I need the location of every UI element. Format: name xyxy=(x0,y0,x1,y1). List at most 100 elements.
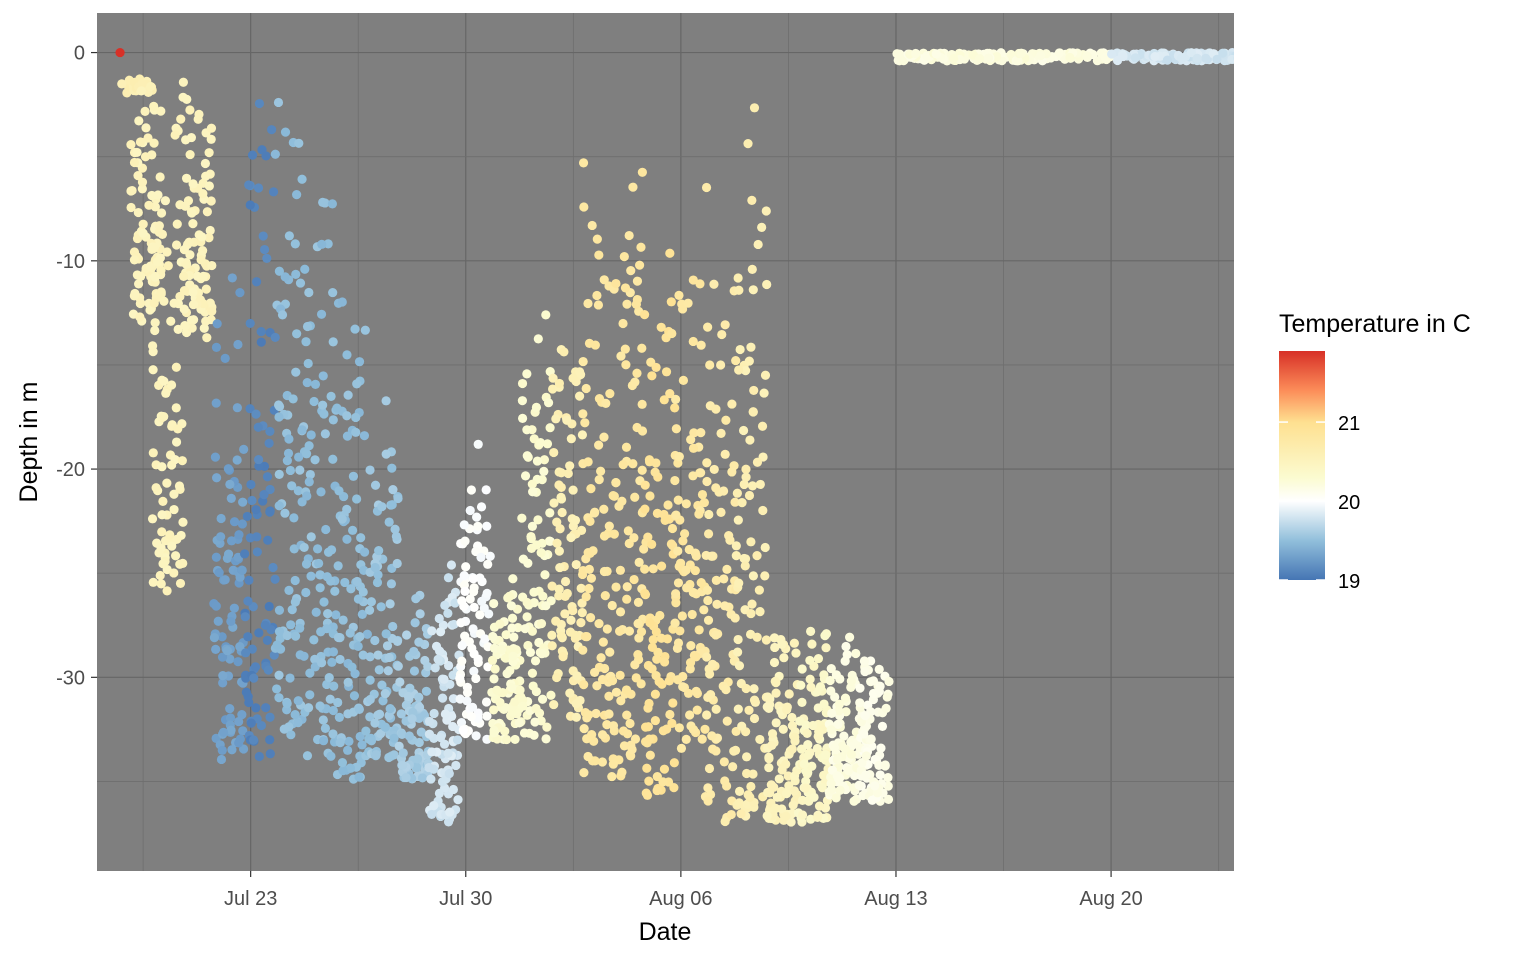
data-point xyxy=(171,362,181,372)
data-point xyxy=(384,752,394,763)
data-point xyxy=(611,477,621,488)
data-point xyxy=(637,465,647,475)
data-point xyxy=(356,533,366,543)
data-point xyxy=(703,322,713,332)
data-point xyxy=(868,676,879,686)
data-point xyxy=(749,684,759,694)
data-point xyxy=(274,412,284,422)
data-point xyxy=(616,351,626,361)
data-point xyxy=(378,696,388,706)
data-point xyxy=(1281,51,1290,60)
data-point xyxy=(158,559,168,569)
data-point xyxy=(688,725,699,735)
data-point xyxy=(473,521,483,531)
data-point xyxy=(206,134,216,144)
data-point xyxy=(677,304,688,314)
data-point xyxy=(679,529,690,539)
data-point xyxy=(674,452,684,462)
data-point xyxy=(701,182,712,193)
data-point xyxy=(117,79,127,89)
data-point xyxy=(743,790,753,800)
data-point xyxy=(274,501,284,511)
data-point xyxy=(739,479,749,490)
data-point xyxy=(150,272,160,282)
data-point xyxy=(1287,52,1296,61)
data-point xyxy=(577,569,588,580)
data-point xyxy=(196,255,206,265)
data-point xyxy=(424,762,434,773)
data-point xyxy=(740,561,750,571)
data-point xyxy=(169,568,179,578)
data-point xyxy=(650,715,660,726)
data-point xyxy=(301,449,312,459)
data-point xyxy=(530,717,540,727)
data-point xyxy=(760,542,770,553)
data-point xyxy=(354,357,365,367)
data-point xyxy=(263,665,274,675)
data-point xyxy=(814,726,824,737)
data-point xyxy=(702,585,713,595)
data-point xyxy=(427,626,437,636)
data-point xyxy=(1248,53,1257,62)
data-point xyxy=(262,635,273,645)
data-point xyxy=(734,661,745,671)
data-point xyxy=(483,662,493,672)
data-point xyxy=(832,754,842,765)
data-point xyxy=(834,699,844,709)
data-point xyxy=(706,551,717,561)
data-point xyxy=(452,735,463,745)
data-point xyxy=(652,785,662,796)
data-point xyxy=(211,398,221,408)
data-point xyxy=(331,610,341,620)
data-point xyxy=(471,673,481,684)
data-point xyxy=(547,641,557,651)
data-point xyxy=(291,269,301,279)
data-point xyxy=(507,682,517,693)
data-point xyxy=(136,86,146,96)
data-point xyxy=(709,464,719,475)
data-point xyxy=(200,158,210,169)
data-point xyxy=(179,286,190,296)
data-point xyxy=(1240,53,1249,62)
data-point xyxy=(468,587,479,597)
data-point xyxy=(245,404,255,414)
data-point xyxy=(531,402,542,412)
data-point xyxy=(827,708,837,718)
data-point xyxy=(201,284,211,294)
data-point xyxy=(855,683,865,693)
data-point xyxy=(742,768,752,779)
data-point xyxy=(694,625,704,635)
data-point xyxy=(652,654,662,664)
data-point xyxy=(849,796,859,806)
data-points xyxy=(115,47,1306,827)
data-point xyxy=(583,457,593,467)
data-point xyxy=(156,287,166,298)
data-point xyxy=(716,428,726,438)
data-point xyxy=(508,651,518,661)
data-point xyxy=(650,467,660,477)
data-point xyxy=(883,794,894,804)
data-point xyxy=(446,560,457,570)
data-point xyxy=(712,599,722,609)
data-point xyxy=(1297,49,1306,58)
data-point xyxy=(156,208,167,218)
data-point xyxy=(1260,48,1269,57)
data-point xyxy=(506,601,517,611)
data-point xyxy=(246,479,256,490)
data-point xyxy=(306,532,316,542)
data-point xyxy=(731,355,741,366)
data-point xyxy=(326,751,336,761)
data-point xyxy=(495,619,505,629)
data-point xyxy=(365,694,375,705)
data-point xyxy=(1266,49,1275,58)
data-point xyxy=(556,631,567,641)
data-point xyxy=(137,184,147,194)
data-point xyxy=(774,774,784,784)
data-point xyxy=(658,777,668,787)
data-point xyxy=(209,633,220,643)
data-point xyxy=(468,574,478,584)
data-point xyxy=(568,373,578,383)
data-point xyxy=(517,513,527,523)
data-point xyxy=(216,754,227,765)
data-point xyxy=(227,273,237,283)
